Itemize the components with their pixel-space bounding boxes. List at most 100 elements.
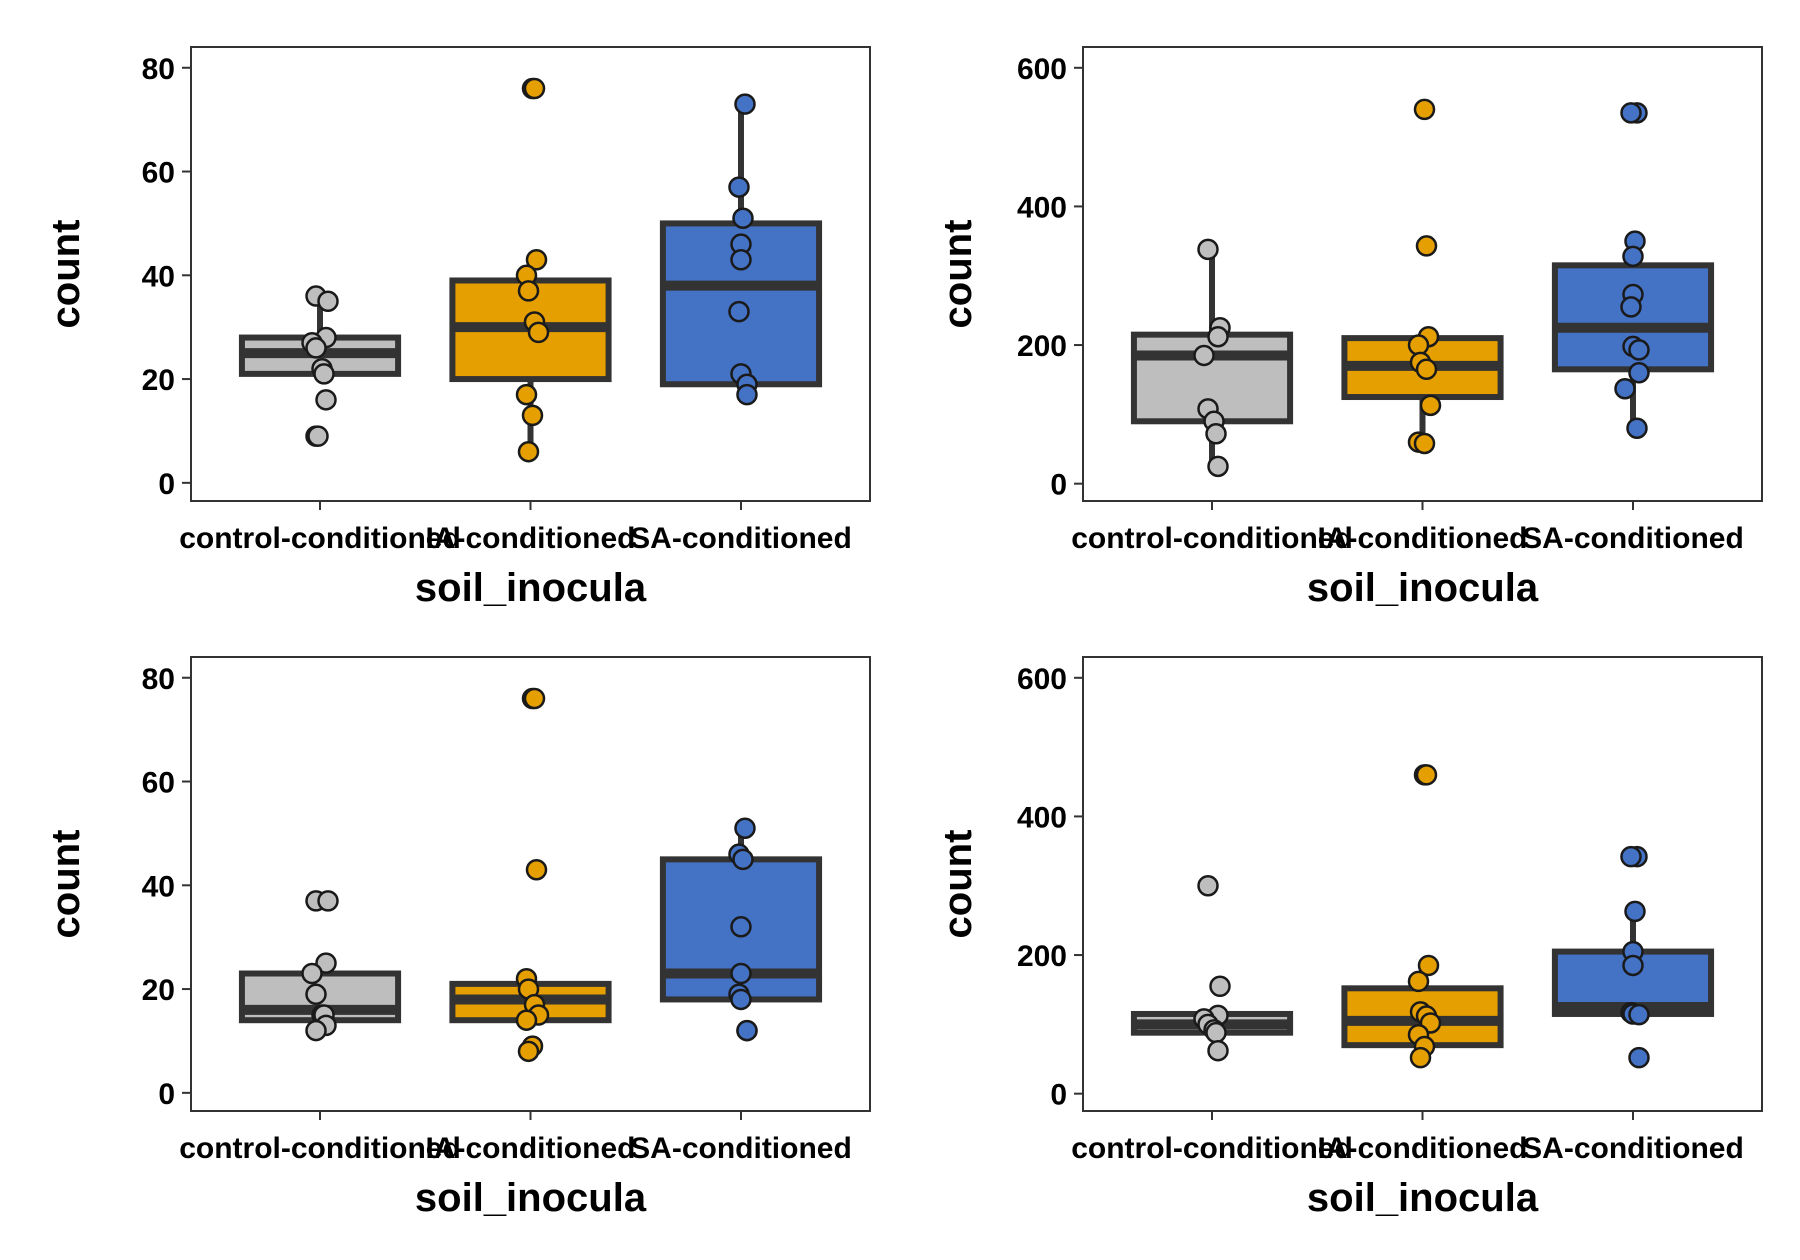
x-tick-label-control-conditioned: control-conditioned — [179, 1132, 461, 1165]
data-point-IA-conditioned — [525, 248, 548, 271]
y-tick-label: 0 — [1050, 469, 1067, 502]
x-axis-title: soil_inocula — [415, 1176, 647, 1220]
y-axis-title: count — [936, 220, 980, 329]
x-tick-label-control-conditioned: control-conditioned — [179, 522, 461, 555]
x-tick-label-IA-conditioned: IA-conditioned — [1318, 522, 1528, 555]
data-point-SA-conditioned — [1624, 900, 1646, 923]
data-point-IA-conditioned — [523, 687, 546, 710]
data-point-SA-conditioned — [1628, 1003, 1650, 1026]
data-point-IA-conditioned — [1407, 334, 1430, 356]
data-point-SA-conditioned — [1628, 339, 1650, 361]
y-tick-label: 20 — [142, 364, 175, 397]
data-point-control-conditioned — [307, 425, 329, 447]
y-tick-label: 400 — [1017, 801, 1067, 834]
data-point-IA-conditioned — [1409, 1046, 1432, 1069]
data-point-SA-conditioned — [1622, 245, 1644, 268]
x-axis-title: soil_inocula — [1307, 1176, 1539, 1220]
x-tick-label-control-conditioned: control-conditioned — [1071, 1132, 1353, 1165]
data-point-SA-conditioned — [728, 300, 750, 323]
y-tick-label: 600 — [1017, 53, 1067, 86]
data-point-control-conditioned — [315, 952, 337, 974]
data-point-control-conditioned — [317, 290, 339, 312]
data-point-SA-conditioned — [1622, 954, 1644, 977]
data-point-SA-conditioned — [1620, 845, 1642, 868]
data-point-IA-conditioned — [525, 858, 548, 881]
chart-panel-3: 0 20 40 60 80 control-conditionedIA-condition… — [44, 656, 871, 1220]
x-tick-label-IA-conditioned: IA-conditioned — [426, 1132, 636, 1165]
data-point-control-conditioned — [317, 890, 339, 912]
x-tick-label-IA-conditioned: IA-conditioned — [1318, 1132, 1528, 1165]
data-point-SA-conditioned — [1620, 296, 1642, 318]
data-point-control-conditioned — [313, 363, 335, 385]
y-tick-label: 0 — [1050, 1079, 1067, 1112]
data-point-SA-conditioned — [730, 248, 752, 271]
data-point-control-conditioned — [1209, 975, 1231, 997]
data-point-SA-conditioned — [730, 988, 752, 1011]
data-point-control-conditioned — [1197, 874, 1219, 897]
y-tick-label: 400 — [1017, 191, 1067, 224]
x-tick-label-SA-conditioned: SA-conditioned — [1522, 522, 1744, 555]
chart-panel-1: 0 20 40 60 80 control-conditionedIA-condition… — [44, 46, 871, 610]
data-point-IA-conditioned — [517, 280, 540, 302]
data-point-IA-conditioned — [1407, 970, 1430, 993]
y-tick-label: 200 — [1017, 940, 1067, 973]
data-point-SA-conditioned — [730, 962, 752, 985]
y-tick-label: 200 — [1017, 330, 1067, 363]
data-point-SA-conditioned — [1626, 417, 1648, 439]
data-point-SA-conditioned — [732, 848, 754, 871]
data-point-control-conditioned — [305, 983, 327, 1006]
x-axis-title: soil_inocula — [415, 566, 647, 610]
data-point-IA-conditioned — [523, 77, 546, 100]
x-axis-title: soil_inocula — [1307, 566, 1539, 610]
x-tick-label-SA-conditioned: SA-conditioned — [630, 522, 852, 555]
data-point-SA-conditioned — [730, 916, 752, 938]
data-point-IA-conditioned — [527, 321, 550, 344]
data-point-SA-conditioned — [736, 1019, 758, 1042]
x-tick-label-SA-conditioned: SA-conditioned — [1522, 1132, 1744, 1165]
y-axis-title: count — [44, 830, 88, 939]
y-tick-label: 60 — [142, 767, 175, 800]
data-point-IA-conditioned — [521, 404, 544, 427]
y-tick-label: 60 — [142, 157, 175, 190]
chart-panel-4: 0 200 400 600 control-conditionedIA-conditio… — [936, 656, 1763, 1220]
data-point-IA-conditioned — [1415, 235, 1438, 257]
data-point-IA-conditioned — [517, 1040, 540, 1063]
data-point-control-conditioned — [1205, 1021, 1227, 1044]
data-point-IA-conditioned — [515, 1009, 538, 1031]
data-point-SA-conditioned — [1628, 362, 1650, 384]
data-point-SA-conditioned — [1620, 102, 1642, 124]
x-tick-label-SA-conditioned: SA-conditioned — [630, 1132, 852, 1165]
data-point-IA-conditioned — [515, 383, 538, 406]
y-tick-label: 20 — [142, 974, 175, 1007]
data-point-control-conditioned — [1193, 344, 1215, 367]
data-point-control-conditioned — [301, 962, 323, 985]
chart-panel-2: 0 200 400 600 control-conditionedIA-conditio… — [936, 46, 1763, 610]
y-axis-title: count — [936, 830, 980, 939]
x-tick-label-IA-conditioned: IA-conditioned — [426, 522, 636, 555]
y-tick-label: 40 — [142, 870, 175, 903]
y-tick-label: 600 — [1017, 663, 1067, 696]
data-point-SA-conditioned — [734, 817, 756, 839]
data-point-IA-conditioned — [1413, 98, 1436, 121]
data-point-control-conditioned — [315, 389, 337, 411]
y-tick-label: 0 — [158, 1078, 175, 1111]
data-point-SA-conditioned — [732, 207, 754, 229]
data-point-control-conditioned — [1207, 1039, 1229, 1062]
data-point-control-conditioned — [305, 1019, 327, 1042]
x-tick-label-control-conditioned: control-conditioned — [1071, 522, 1353, 555]
data-point-IA-conditioned — [1415, 358, 1438, 381]
data-point-control-conditioned — [1205, 423, 1227, 445]
data-point-SA-conditioned — [728, 176, 750, 198]
data-point-control-conditioned — [1207, 325, 1229, 348]
y-tick-label: 40 — [142, 260, 175, 293]
data-point-IA-conditioned — [1417, 954, 1440, 977]
data-point-SA-conditioned — [1628, 1046, 1650, 1069]
data-point-SA-conditioned — [736, 383, 758, 406]
data-point-control-conditioned — [1197, 238, 1219, 261]
data-point-control-conditioned — [305, 337, 327, 359]
y-tick-label: 80 — [142, 663, 175, 696]
data-point-IA-conditioned — [1419, 394, 1442, 417]
data-point-IA-conditioned — [1413, 432, 1436, 455]
data-point-SA-conditioned — [734, 93, 756, 115]
